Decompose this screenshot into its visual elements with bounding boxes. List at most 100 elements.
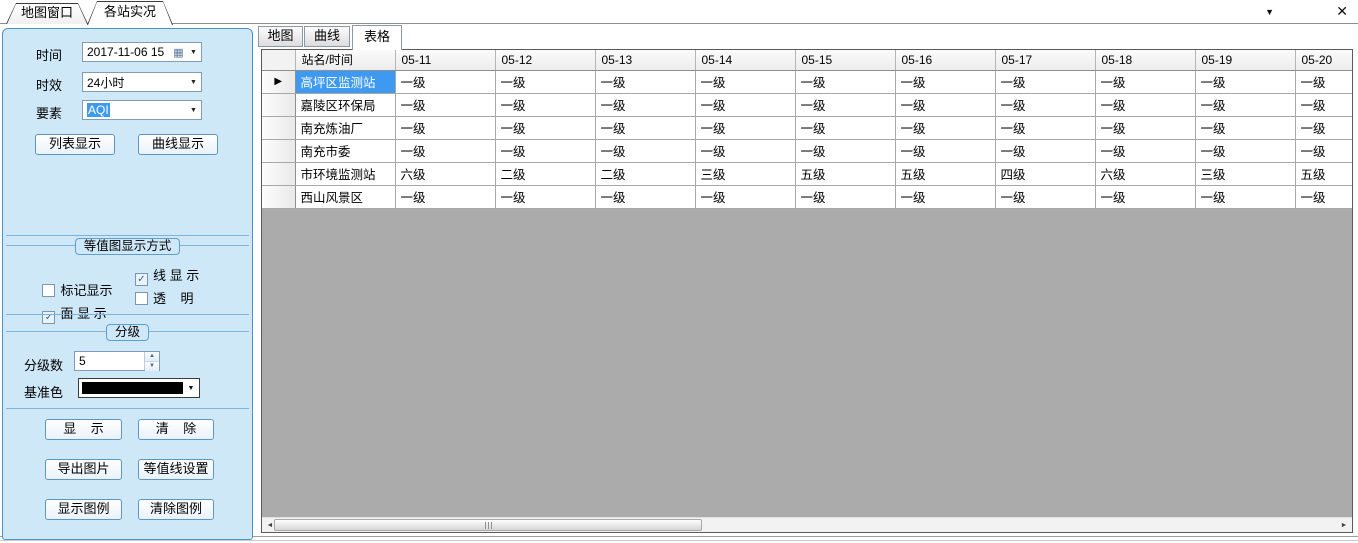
value-cell[interactable]: 六级 xyxy=(395,162,496,186)
value-cell[interactable]: 一级 xyxy=(995,185,1096,209)
tab-table[interactable]: 表格 xyxy=(352,25,402,50)
value-cell[interactable]: 一级 xyxy=(1095,116,1196,140)
value-cell[interactable]: 二级 xyxy=(495,162,596,186)
value-cell[interactable]: 一级 xyxy=(395,93,496,117)
value-cell[interactable]: 一级 xyxy=(495,116,596,140)
value-cell[interactable]: 一级 xyxy=(1095,139,1196,163)
station-cell[interactable]: 西山风景区 xyxy=(295,185,396,209)
chevron-down-icon[interactable]: ▼ xyxy=(190,106,197,114)
clear-button[interactable]: 清 除 xyxy=(138,419,214,440)
value-cell[interactable]: 三级 xyxy=(695,162,796,186)
column-header[interactable]: 05-17 xyxy=(995,50,1096,71)
value-cell[interactable]: 一级 xyxy=(695,70,796,94)
checkbox-box[interactable] xyxy=(42,284,56,297)
clear-legend-button[interactable]: 清除图例 xyxy=(138,499,214,520)
value-cell[interactable]: 一级 xyxy=(1095,70,1196,94)
time-input[interactable]: 2017-11-06 15 ▦ ▼ xyxy=(82,42,202,62)
row-selector-cell[interactable] xyxy=(262,139,296,163)
column-header[interactable]: 05-19 xyxy=(1195,50,1296,71)
tab-list-icon[interactable]: ▼ xyxy=(1265,7,1274,17)
value-cell[interactable]: 一级 xyxy=(1295,139,1352,163)
row-selector-cell[interactable] xyxy=(262,185,296,209)
base-color-select[interactable]: ▼ xyxy=(78,378,200,398)
column-header[interactable]: 05-20 xyxy=(1295,50,1352,71)
value-cell[interactable]: 一级 xyxy=(695,116,796,140)
value-cell[interactable]: 一级 xyxy=(1295,185,1352,209)
station-cell[interactable]: 市环境监测站 xyxy=(295,162,396,186)
value-cell[interactable]: 一级 xyxy=(895,70,996,94)
value-cell[interactable]: 一级 xyxy=(595,116,696,140)
value-cell[interactable]: 一级 xyxy=(595,139,696,163)
checkbox-transparent[interactable]: 透 明 xyxy=(135,288,193,307)
tab-curve[interactable]: 曲线 xyxy=(304,26,350,47)
export-image-button[interactable]: 导出图片 xyxy=(45,459,122,480)
element-select[interactable]: AQI ▼ xyxy=(82,100,202,120)
value-cell[interactable]: 五级 xyxy=(795,162,896,186)
tab-stations-live[interactable]: 各站实况 xyxy=(87,1,173,25)
value-cell[interactable]: 一级 xyxy=(795,139,896,163)
value-cell[interactable]: 一级 xyxy=(1195,185,1296,209)
value-cell[interactable]: 一级 xyxy=(995,93,1096,117)
value-cell[interactable]: 一级 xyxy=(895,139,996,163)
checkbox-box[interactable]: ✓ xyxy=(135,273,148,286)
value-cell[interactable]: 一级 xyxy=(795,185,896,209)
value-cell[interactable]: 一级 xyxy=(1295,70,1352,94)
show-button[interactable]: 显 示 xyxy=(45,419,122,440)
tab-map[interactable]: 地图 xyxy=(258,26,303,47)
scrollbar-thumb[interactable] xyxy=(274,519,702,531)
value-cell[interactable]: 一级 xyxy=(495,185,596,209)
list-display-button[interactable]: 列表显示 xyxy=(35,134,115,155)
value-cell[interactable]: 一级 xyxy=(595,93,696,117)
value-cell[interactable]: 一级 xyxy=(695,185,796,209)
row-selector-cell-active[interactable]: ▶ xyxy=(262,70,296,94)
curve-display-button[interactable]: 曲线显示 xyxy=(138,134,218,155)
value-cell[interactable]: 一级 xyxy=(995,116,1096,140)
value-cell[interactable]: 一级 xyxy=(395,185,496,209)
value-cell[interactable]: 一级 xyxy=(495,93,596,117)
column-header[interactable]: 站名/时间 xyxy=(295,50,396,71)
value-cell[interactable]: 一级 xyxy=(1095,93,1196,117)
chevron-down-icon[interactable]: ▼ xyxy=(190,48,197,56)
value-cell[interactable]: 一级 xyxy=(1195,139,1296,163)
value-cell[interactable]: 一级 xyxy=(795,70,896,94)
value-cell[interactable]: 三级 xyxy=(1195,162,1296,186)
value-cell[interactable]: 六级 xyxy=(1095,162,1196,186)
spinner-down-icon[interactable]: ▼ xyxy=(145,362,159,371)
value-cell[interactable]: 五级 xyxy=(895,162,996,186)
station-cell[interactable]: 南充市委 xyxy=(295,139,396,163)
value-cell[interactable]: 一级 xyxy=(895,185,996,209)
calendar-icon[interactable]: ▦ xyxy=(173,46,184,59)
column-header[interactable]: 05-14 xyxy=(695,50,796,71)
show-legend-button[interactable]: 显示图例 xyxy=(45,499,122,520)
tab-map-window[interactable]: 地图窗口 xyxy=(6,3,88,24)
value-cell[interactable]: 一级 xyxy=(1295,116,1352,140)
value-cell[interactable]: 一级 xyxy=(395,116,496,140)
value-cell[interactable]: 一级 xyxy=(595,185,696,209)
horizontal-scrollbar[interactable]: ◄ ► xyxy=(262,517,1352,532)
column-header[interactable]: 05-13 xyxy=(595,50,696,71)
corner-header-cell[interactable] xyxy=(262,50,296,71)
column-header[interactable]: 05-11 xyxy=(395,50,496,71)
chevron-down-icon[interactable]: ▼ xyxy=(187,384,195,392)
value-cell[interactable]: 一级 xyxy=(595,70,696,94)
station-cell[interactable]: 嘉陵区环保局 xyxy=(295,93,396,117)
checkbox-area-display[interactable]: ✓ 面 显 示 xyxy=(42,306,107,324)
value-cell[interactable]: 一级 xyxy=(695,139,796,163)
scroll-right-icon[interactable]: ► xyxy=(1336,518,1352,532)
value-cell[interactable]: 一级 xyxy=(995,139,1096,163)
row-selector-cell[interactable] xyxy=(262,116,296,140)
value-cell[interactable]: 一级 xyxy=(1095,185,1196,209)
column-header[interactable]: 05-18 xyxy=(1095,50,1196,71)
value-cell[interactable]: 一级 xyxy=(1195,70,1296,94)
chevron-down-icon[interactable]: ▼ xyxy=(190,78,197,86)
row-selector-cell[interactable] xyxy=(262,162,296,186)
value-cell[interactable]: 五级 xyxy=(1295,162,1352,186)
value-cell[interactable]: 一级 xyxy=(895,116,996,140)
checkbox-mark-display[interactable]: 标记显示 xyxy=(42,283,112,298)
value-cell[interactable]: 一级 xyxy=(795,93,896,117)
value-cell[interactable]: 二级 xyxy=(595,162,696,186)
value-cell[interactable]: 一级 xyxy=(495,70,596,94)
value-cell[interactable]: 一级 xyxy=(495,139,596,163)
value-cell[interactable]: 一级 xyxy=(395,70,496,94)
value-cell[interactable]: 一级 xyxy=(695,93,796,117)
